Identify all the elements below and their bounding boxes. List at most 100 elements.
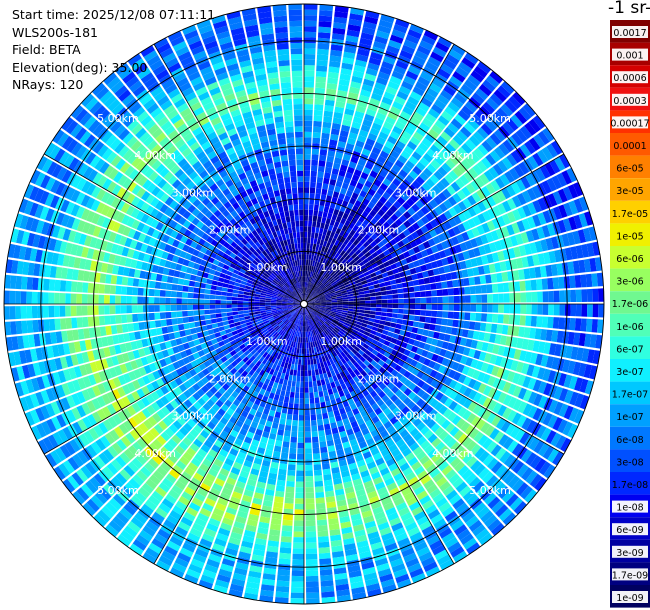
ppi-gate xyxy=(251,332,258,338)
ppi-gate xyxy=(386,312,393,318)
ppi-gate xyxy=(287,305,294,308)
ppi-gate xyxy=(292,304,299,306)
ppi-gate xyxy=(233,333,240,340)
ppi-gate xyxy=(584,211,594,226)
ppi-gate xyxy=(316,314,322,319)
ppi-gate xyxy=(21,276,28,290)
ppi-gate xyxy=(340,364,347,372)
ppi-gate xyxy=(48,292,55,304)
ppi-gate xyxy=(223,552,237,562)
ppi-gate xyxy=(241,540,254,549)
ppi-gate xyxy=(62,426,74,441)
ppi-gate xyxy=(316,289,322,294)
ppi-gate xyxy=(82,502,96,517)
ppi-gate xyxy=(389,130,400,140)
ppi-gate xyxy=(339,285,346,290)
ppi-gate xyxy=(322,343,327,350)
ppi-gate xyxy=(433,331,440,339)
ppi-gate xyxy=(370,390,378,398)
ppi-gate xyxy=(295,307,300,312)
ppi-gate xyxy=(243,294,250,299)
ppi-gate xyxy=(356,436,365,444)
ppi-gate xyxy=(300,314,303,321)
ppi-gate xyxy=(220,344,227,352)
ppi-gate xyxy=(388,39,402,50)
ppi-gate xyxy=(308,307,313,311)
ppi-gate xyxy=(317,281,322,287)
ppi-gate xyxy=(284,497,294,504)
ppi-gate xyxy=(311,347,315,354)
ppi-gate xyxy=(314,267,318,273)
ppi-gate xyxy=(326,383,332,390)
ppi-gate xyxy=(45,388,55,402)
ppi-gate xyxy=(540,239,549,252)
ppi-gate xyxy=(236,556,250,565)
ppi-gate xyxy=(325,273,330,280)
ppi-gate xyxy=(255,315,262,320)
ppi-gate xyxy=(137,296,144,304)
ppi-gate xyxy=(131,402,141,413)
ppi-gate xyxy=(366,356,374,363)
ppi-gate xyxy=(22,335,30,349)
ppi-gate xyxy=(340,521,352,529)
ppi-gate xyxy=(341,182,349,190)
ppi-gate xyxy=(320,574,333,582)
ppi-gate xyxy=(86,400,97,413)
ppi-gate xyxy=(259,369,266,377)
ppi-gate xyxy=(288,308,294,311)
ppi-gate xyxy=(5,336,14,351)
ppi-gate xyxy=(276,353,282,360)
ppi-gate xyxy=(481,342,489,352)
ppi-gate xyxy=(312,266,316,273)
ppi-gate xyxy=(339,73,351,81)
ppi-gate xyxy=(246,478,257,487)
ppi-gate xyxy=(105,357,114,368)
ppi-gate xyxy=(512,460,525,474)
ppi-gate xyxy=(300,309,303,315)
ppi-gate xyxy=(309,299,315,302)
ppi-gate xyxy=(235,337,242,343)
ppi-gate xyxy=(317,262,322,269)
ppi-gate xyxy=(583,364,592,379)
ppi-gate xyxy=(496,324,503,334)
ppi-gate xyxy=(420,206,430,215)
ppi-gate xyxy=(212,482,223,492)
ppi-gate xyxy=(254,304,260,307)
ppi-gate xyxy=(558,373,567,387)
ppi-gate xyxy=(313,294,318,298)
ppi-gate xyxy=(148,312,155,321)
ppi-gate xyxy=(391,492,403,502)
ppi-gate xyxy=(292,414,299,421)
ppi-gate xyxy=(342,418,350,426)
ppi-gate xyxy=(160,385,169,395)
ppi-gate xyxy=(444,387,454,397)
ppi-gate xyxy=(242,356,249,363)
ppi-gate xyxy=(373,433,382,443)
ppi-gate xyxy=(349,357,356,365)
ppi-gate xyxy=(416,436,427,446)
ppi-gate xyxy=(339,229,346,237)
ppi-gate xyxy=(379,320,386,325)
ppi-gate xyxy=(419,122,431,133)
ppi-gate xyxy=(270,404,277,412)
ppi-gate xyxy=(109,285,116,295)
ppi-gate xyxy=(237,301,243,304)
ppi-gate xyxy=(323,389,329,397)
ppi-gate xyxy=(397,154,408,164)
ppi-gate xyxy=(325,283,331,288)
ppi-gate xyxy=(548,250,557,264)
ppi-gate xyxy=(487,496,501,510)
ppi-gate xyxy=(155,486,167,498)
ppi-gate xyxy=(472,131,485,143)
ppi-gate xyxy=(248,570,262,579)
ppi-gate xyxy=(503,304,510,314)
ppi-gate xyxy=(325,195,332,202)
ppi-gate xyxy=(465,338,473,348)
ppi-gate xyxy=(164,356,172,365)
ppi-gate xyxy=(204,528,217,538)
ppi-gate xyxy=(402,106,414,116)
ppi-gate xyxy=(352,246,359,253)
ppi-gate xyxy=(305,503,315,510)
ppi-gate xyxy=(592,304,599,318)
ppi-gate xyxy=(347,336,354,343)
